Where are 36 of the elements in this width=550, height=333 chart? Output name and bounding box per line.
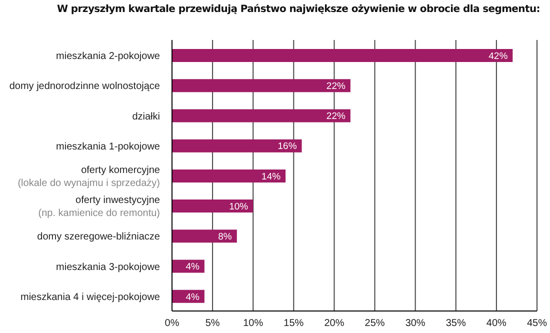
data-label: 22% [326,111,346,122]
bar [172,49,513,62]
data-label: 10% [229,201,249,212]
x-tick-label: 20% [324,318,344,330]
bar [172,109,350,122]
x-tick-label: 40% [486,318,507,330]
bar [172,230,237,243]
y-tick-label: mieszkania 1-pokojowe [56,141,160,152]
data-label: 8% [218,232,232,243]
x-tick-label: 45% [526,318,548,330]
bar [172,139,302,152]
chart-title: W przyszłym kwartale przewidują Państwo największe ożywienie w obrocie dla segmentu: [57,4,540,15]
x-tick-label: 35% [446,318,466,330]
data-label: 4% [186,262,200,273]
y-tick-label: mieszkania 4 i więcej-pokojowe [20,292,160,303]
data-label: 42% [488,50,508,62]
y-tick-label: mieszkania 3-pokojowe [56,262,160,273]
x-tick-label: 5% [205,318,220,330]
x-tick-label: 15% [284,318,304,330]
y-tick-label: domy jednorodzinne wolnostojące [9,81,160,92]
data-label: 22% [326,80,346,92]
x-tick-label: 0% [164,318,180,330]
bar [172,79,350,92]
y-tick-label: oferty inwestycyjne (np. kamienice do remontu) [38,195,160,220]
data-label: 14% [262,171,282,182]
bar [172,169,286,182]
x-tick-label: 25% [364,318,385,330]
y-tick-label: domy szeregowe-bliźniacze [37,232,160,243]
y-tick-label: mieszkania 2-pokojowe [56,51,160,62]
x-tick-label: 30% [405,318,426,330]
y-tick-label: oferty komercyjne (lokale do wynajmu i sprzedaży) [18,165,160,189]
x-tick-label: 10% [243,318,264,330]
bar [172,200,254,213]
y-tick-label: działki [132,111,160,122]
data-label: 16% [278,141,298,152]
data-label: 4% [186,292,200,303]
